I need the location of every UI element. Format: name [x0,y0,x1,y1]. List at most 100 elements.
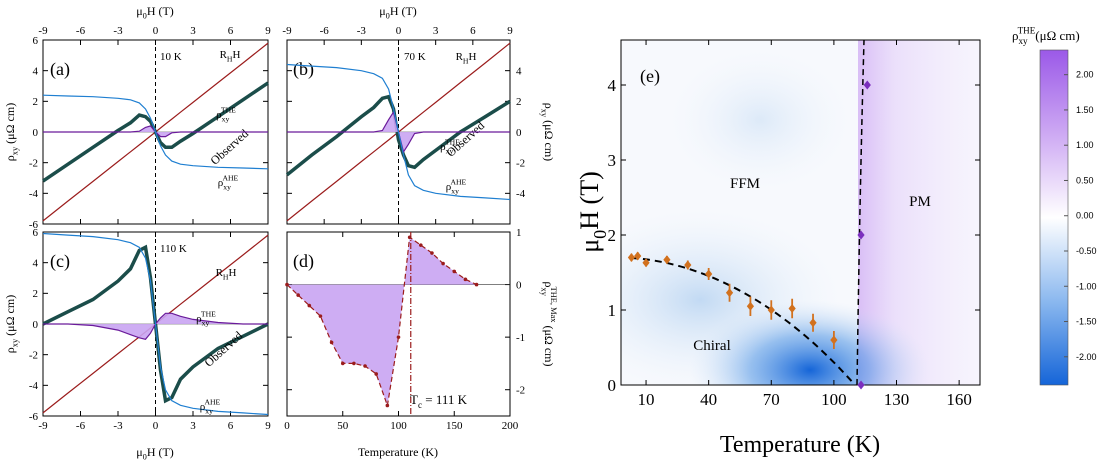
series-label-sub: xy [451,186,459,195]
phase-boundary [630,257,856,386]
x-tick-label: 150 [446,420,463,432]
point [474,282,479,287]
diamond-point [830,335,838,345]
x-tick-label: 40 [700,390,717,409]
x-tick-label: -3 [113,420,123,432]
x-axis-label-after: H (T) [147,4,174,18]
tc-label: Tc = 111 K [410,392,468,410]
colorbar-title-base: ρ [1012,28,1019,43]
x-axis-label-sub: 0 [143,12,147,21]
point [430,251,434,255]
x-tick-label: 0 [396,25,402,37]
panel-label: (b) [293,59,314,80]
point [452,269,457,274]
y-tick-label: -6 [29,219,39,231]
point [363,364,367,368]
series-label: ρxyAHE [446,178,467,196]
series-label: RHH [216,267,237,281]
series-label-after: H [228,267,236,279]
contour-background [621,40,980,385]
y-tick-label: 2 [33,96,39,108]
x-axis-label: Temperature (K) [358,445,438,459]
diamond-point [746,301,755,311]
diamond-point [857,230,865,240]
series-label-base: ρ [216,109,222,121]
y-axis-label: ρxy (μΩ cm) [3,295,20,353]
colorbar-title-sup: THE [1018,26,1036,36]
y-axis-label-sub: 0 [590,230,610,239]
x-tick-label: -9 [38,25,48,37]
y-tick-label: 0 [33,127,39,139]
y-tick-label: -4 [516,188,526,200]
x-tick-label: 10 [638,390,655,409]
series-label-base: R [216,267,224,279]
x-tick-label: -9 [38,420,48,432]
x-axis-label: μ0H (T) [136,445,174,462]
x-tick-label: 9 [265,420,271,432]
y-axis-label-after: (μΩ cm) [3,103,17,147]
x-axis-label-after: H (T) [390,4,417,18]
x-axis-label-sub: 0 [143,453,147,462]
x-tick-label: -6 [320,25,330,37]
point [441,261,445,266]
region-label: PM [909,194,931,210]
colorbar-title: ρxyTHE(μΩ cm) [1012,26,1080,46]
x-tick-label: 6 [228,25,234,37]
series-label-sub: xy [205,406,213,415]
y-tick-label: -2 [29,158,38,170]
y-axis-label-sup: THE, Max [549,287,558,324]
x-tick-label: 100 [390,420,407,432]
y-axis-label-sub: xy [539,288,548,297]
x-axis-label-base: μ [379,4,385,18]
y-axis-label-sub: xy [539,109,548,118]
y-tick-label: 6 [33,35,39,47]
y-tick-label: 0 [608,376,617,395]
series-label-sup: THE [445,138,460,147]
y-tick-label: 6 [33,227,39,239]
y-tick-label: 4 [33,66,39,78]
colorbar-tick-label: -1.00 [1076,281,1097,291]
y-tick-label: 0 [33,319,39,331]
tc-label-base: T [410,392,418,407]
x-tick-label: 6 [470,25,476,37]
x-axis-label-base: μ [136,4,142,18]
point [463,277,468,282]
series-label-base: R [456,51,464,63]
x-axis-label-after: H (T) [147,445,174,459]
y-axis-label-base: μ [575,239,604,253]
series-label: Observed [208,126,252,167]
x-tick-label: 3 [190,420,196,432]
y-axis-label-base: ρ [3,155,17,161]
x-tick-label: 0 [153,25,159,37]
x-tick-label: 3 [190,25,196,37]
colorbar-tick-label: 1.50 [1076,105,1094,115]
x-axis-label-base: μ [136,445,142,459]
point [296,293,300,297]
region-label: FFM [730,176,760,192]
point [419,243,423,247]
y-axis-label-after: (μΩ cm) [542,322,556,366]
panel-label: (d) [293,251,314,272]
series-label: ρxyTHE [440,138,460,156]
x-tick-label: 70 [763,390,780,409]
series-label-sup: AHE [450,178,466,187]
point [374,372,379,376]
x-tick-label: 9 [507,25,513,37]
point [329,340,334,345]
y-tick-label: 3 [608,151,617,170]
diamond-point [705,269,713,279]
x-tick-label: -3 [357,25,367,37]
x-tick-label: -3 [113,25,123,37]
area-fill [287,237,477,406]
colorbar-tick-label: -1.50 [1076,317,1097,327]
x-tick-label: 0 [284,420,290,432]
point [352,361,356,366]
y-axis-label: ρxy (μΩ cm) [539,103,556,161]
x-axis-label: Temperature (K) [720,432,880,458]
point [385,403,390,408]
y-tick-label: 1 [516,227,522,239]
x-tick-label: -9 [282,25,292,37]
y-axis-label-sub: xy [11,146,20,155]
series-label: ρxyTHE [216,106,236,124]
